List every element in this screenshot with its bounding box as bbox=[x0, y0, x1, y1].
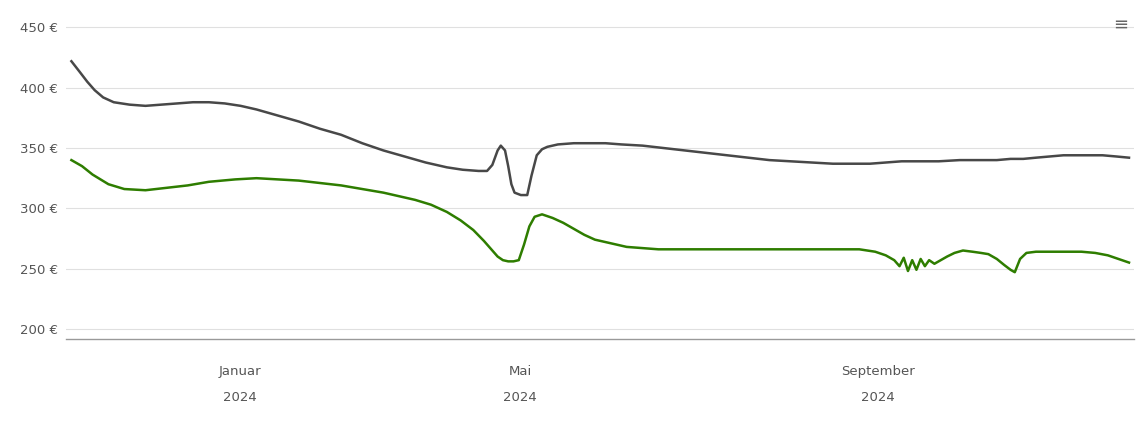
Text: September: September bbox=[841, 365, 914, 378]
Text: 2024: 2024 bbox=[861, 391, 895, 404]
Text: ≡: ≡ bbox=[1114, 15, 1129, 33]
Text: 2024: 2024 bbox=[223, 391, 258, 404]
Text: 2024: 2024 bbox=[503, 391, 537, 404]
Text: Januar: Januar bbox=[219, 365, 261, 378]
Legend: lose Ware, Sackware: lose Ware, Sackware bbox=[489, 432, 711, 434]
Text: Mai: Mai bbox=[508, 365, 531, 378]
